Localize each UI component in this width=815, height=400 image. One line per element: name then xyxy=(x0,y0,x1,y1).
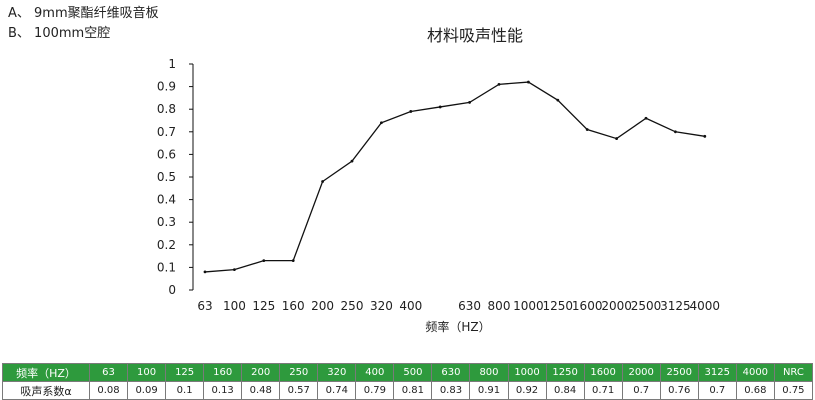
frequency-cell: 100 xyxy=(127,363,167,382)
x-tick-label: 400 xyxy=(399,299,422,313)
frequency-cell: 800 xyxy=(469,363,509,382)
coefficient-cell: 0.81 xyxy=(393,381,433,400)
frequency-cell: 1000 xyxy=(507,363,547,382)
x-tick-label: 100 xyxy=(223,299,246,313)
frequency-cell: 320 xyxy=(317,363,357,382)
frequency-cell: 2500 xyxy=(659,363,699,382)
y-tick-label: 0.9 xyxy=(157,80,176,94)
data-point xyxy=(203,270,207,274)
frequency-cell: 63 xyxy=(88,363,129,382)
data-point xyxy=(585,128,589,131)
data-point xyxy=(527,80,530,84)
coefficient-cell: 0.09 xyxy=(127,381,167,400)
x-tick-label: 2000 xyxy=(601,299,632,313)
frequency-row: 频率（HZ） 63 100 125 160 200 250 320 400 500 630 800 1… xyxy=(2,363,814,382)
data-point xyxy=(438,105,442,109)
frequency-cell: 125 xyxy=(165,363,205,382)
x-axis-label: 频率（HZ） xyxy=(425,319,490,334)
coefficient-cell: 0.48 xyxy=(241,381,281,400)
x-tick-label: 250 xyxy=(341,299,364,313)
frequency-cell: 200 xyxy=(241,363,281,382)
data-point xyxy=(615,137,618,140)
coefficient-cell: 0.92 xyxy=(507,381,547,400)
coefficient-cell: 0.79 xyxy=(355,381,395,400)
legend-item-b: B、 100mm空腔 xyxy=(8,26,111,41)
coefficient-cell: 0.68 xyxy=(735,381,775,400)
data-point xyxy=(262,259,266,263)
frequency-cell: 400 xyxy=(355,363,395,382)
x-tick-label: 3125 xyxy=(660,299,691,313)
x-tick-label: 1250 xyxy=(543,299,574,313)
data-point xyxy=(644,116,648,120)
x-tick-label: 800 xyxy=(488,299,511,313)
y-tick-label: 0.4 xyxy=(157,193,176,207)
frequency-cell: 500 xyxy=(393,363,433,382)
coefficient-cell: 0.13 xyxy=(203,381,243,400)
frequency-cell: 160 xyxy=(203,363,243,382)
frequency-cell: 3125 xyxy=(697,363,737,382)
data-point xyxy=(233,268,236,272)
frequency-cell: 250 xyxy=(279,363,319,382)
coefficient-cell: 0.83 xyxy=(431,381,471,400)
data-point xyxy=(556,98,560,102)
x-axis-ticks: 63 100 125 160 200 250 320 400 630 800 10001250160… xyxy=(197,299,720,313)
data-point xyxy=(468,101,471,104)
x-tick-label: 4000 xyxy=(690,299,721,313)
x-tick-label: 630 xyxy=(458,299,481,313)
y-tick-label: 1 xyxy=(168,57,176,71)
frequency-cell: NRC xyxy=(773,363,814,382)
data-point xyxy=(703,134,707,138)
y-tick-label: 0.5 xyxy=(157,170,176,184)
coefficient-cell: 0.84 xyxy=(545,381,585,400)
y-tick-label: 0.7 xyxy=(157,125,176,139)
x-tick-label: 1600 xyxy=(572,299,603,313)
frequency-cell: 2000 xyxy=(621,363,661,382)
x-tick-label: 320 xyxy=(370,299,393,313)
data-point xyxy=(321,180,324,183)
coefficient-cell: 0.74 xyxy=(317,381,357,400)
y-tick-label: 0.3 xyxy=(157,215,176,229)
data-point xyxy=(380,121,383,125)
x-tick-label: 63 xyxy=(197,299,212,313)
x-tick-label: 160 xyxy=(282,299,305,313)
coefficient-row-label: 吸声系数α xyxy=(2,381,90,400)
legend-item-a: A、 9mm聚酯纤维吸音板 xyxy=(8,6,159,21)
data-table: 频率（HZ） 63 100 125 160 200 250 320 400 500 630 800 1… xyxy=(2,363,814,400)
y-tick-label: 0.1 xyxy=(157,260,176,274)
y-tick-label: 0.6 xyxy=(157,147,176,161)
x-tick-label: 200 xyxy=(311,299,334,313)
x-tick-label: 2500 xyxy=(631,299,662,313)
frequency-row-label: 频率（HZ） xyxy=(2,363,90,382)
data-point xyxy=(497,82,501,86)
x-tick-label: 125 xyxy=(252,299,275,313)
data-point xyxy=(409,110,413,113)
data-point xyxy=(350,159,354,163)
legend: A、 9mm聚酯纤维吸音板 B、 100mm空腔 xyxy=(8,4,159,44)
series-line xyxy=(204,81,705,273)
x-tick-label: 1000 xyxy=(513,299,544,313)
coefficient-cell: 0.57 xyxy=(279,381,319,400)
frequency-cell: 1600 xyxy=(583,363,623,382)
frequency-cell: 1250 xyxy=(545,363,585,382)
coefficient-cell: 0.08 xyxy=(88,381,129,400)
coefficient-cell: 0.7 xyxy=(697,381,737,400)
data-point xyxy=(674,130,677,134)
absorption-chart: 材料吸声性能 0 0.1 0.2 0.3 0.4 0.5 0.6 0.7 0.8 0.9 1 63 1… xyxy=(157,26,720,334)
coefficient-cell: 0.75 xyxy=(773,381,814,400)
coefficient-cell: 0.76 xyxy=(659,381,699,400)
y-axis-ticks: 0 0.1 0.2 0.3 0.4 0.5 0.6 0.7 0.8 0.9 1 xyxy=(157,57,193,297)
frequency-cell: 630 xyxy=(431,363,471,382)
coefficient-row: 吸声系数α 0.08 0.09 0.1 0.13 0.48 0.57 0.74 0.79 0.8… xyxy=(2,381,814,400)
coefficient-cell: 0.71 xyxy=(583,381,623,400)
data-point xyxy=(291,259,295,263)
frequency-cell: 4000 xyxy=(735,363,775,382)
coefficient-cell: 0.91 xyxy=(469,381,509,400)
y-tick-label: 0 xyxy=(168,283,176,297)
chart-title: 材料吸声性能 xyxy=(427,26,523,45)
coefficient-cell: 0.1 xyxy=(165,381,205,400)
series-points xyxy=(203,80,707,274)
y-tick-label: 0.2 xyxy=(157,238,176,252)
y-tick-label: 0.8 xyxy=(157,102,176,116)
coefficient-cell: 0.7 xyxy=(621,381,661,400)
